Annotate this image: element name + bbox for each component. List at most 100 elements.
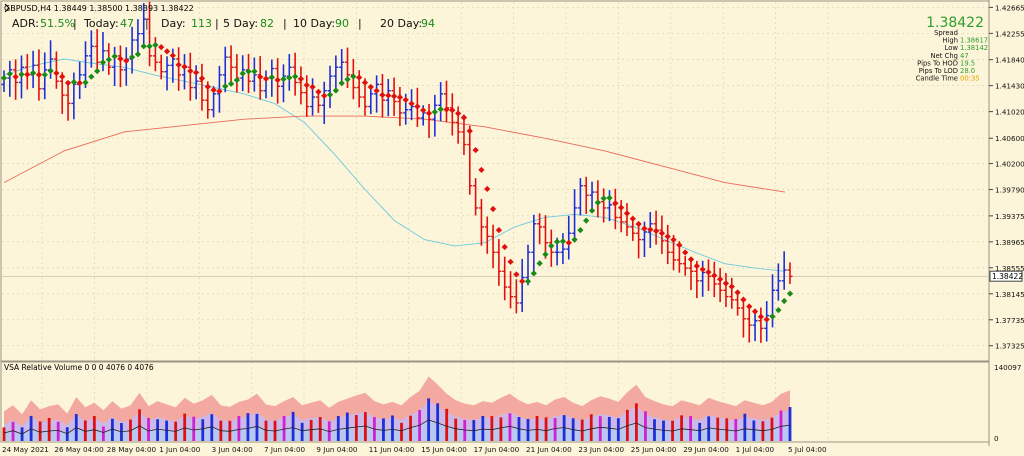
volume-bar <box>83 420 87 441</box>
price-bar <box>117 45 123 88</box>
volume-bar <box>382 418 385 441</box>
y-tick-label: 1.38965 <box>995 238 1024 247</box>
y-tick-label: 1.40200 <box>995 160 1024 169</box>
trend-dot-down <box>746 303 753 310</box>
trend-dot-down <box>763 316 770 323</box>
trend-dot-up <box>775 307 782 314</box>
trend-dot-up <box>140 43 147 50</box>
trend-dot-down <box>711 272 718 279</box>
trend-dot-up <box>559 238 567 245</box>
trend-dot-down <box>321 92 328 99</box>
info-value: 28.0 <box>960 67 975 75</box>
volume-bar <box>743 413 747 441</box>
price-bar <box>758 307 764 343</box>
price-bar <box>228 45 234 84</box>
trend-dot-up <box>781 297 788 305</box>
y-tick-label: 1.39375 <box>995 212 1024 221</box>
trend-dot-down <box>728 283 735 290</box>
trend-dot-down <box>163 48 171 55</box>
trend-dot-down <box>64 79 72 87</box>
volume-bar <box>156 419 159 441</box>
price-bar <box>740 299 746 338</box>
price-bar <box>577 178 583 216</box>
info-value: 47 <box>960 52 969 60</box>
trend-dot-down <box>635 220 642 228</box>
trend-dot-down <box>722 280 730 287</box>
trend-dot-up <box>536 260 543 267</box>
volume-bar <box>607 416 611 441</box>
trend-dot-down <box>385 92 392 99</box>
collapse-arrow-icon[interactable] <box>4 3 10 13</box>
trend-dot-up <box>344 76 351 83</box>
trend-dot-up <box>594 199 601 206</box>
volume-bar <box>535 416 539 441</box>
volume-bar <box>183 413 187 441</box>
volume-bar <box>345 412 349 441</box>
adr-indicator: ADR: 51.5% | Today: 47 | Day: 113 | 5 Da… <box>12 17 435 30</box>
x-tick-label: 1 Jun 04:00 <box>159 445 201 454</box>
price-bar <box>65 84 71 121</box>
price-bar <box>537 213 543 245</box>
volume-bar <box>680 415 683 441</box>
today-value: 47 <box>120 17 134 30</box>
volume-bar <box>707 416 711 441</box>
volume-bar <box>454 418 458 441</box>
volume-bar <box>526 418 530 441</box>
x-tick-label: 17 Jun 04:00 <box>474 445 520 454</box>
trend-dot-down <box>76 79 83 87</box>
volume-title: VSA Relative Volume 0 0 0 4076 0 4076 <box>4 363 154 372</box>
volume-bar <box>508 413 512 441</box>
volume-average-line <box>3 419 791 435</box>
volume-bar <box>635 403 638 441</box>
trend-dot-down <box>198 75 206 82</box>
time-axis: 24 May 2021 26 May 04:00 28 May 04:00 1 Jun… <box>2 445 827 454</box>
price-bar <box>7 60 13 97</box>
trend-dot-down <box>699 266 706 273</box>
price-axis: 1.42665 1.42255 1.41840 1.41430 1.41020 1.406… <box>989 3 1024 351</box>
info-label: Candle Time <box>916 75 958 83</box>
price-bar <box>187 52 193 101</box>
x-tick-label: 24 May 2021 <box>2 445 49 454</box>
trend-dot-down <box>740 296 747 303</box>
day-label: Day: <box>161 17 186 30</box>
price-bar <box>735 292 741 316</box>
price-bar <box>502 256 508 301</box>
x-tick-label: 5 Jul 04:00 <box>788 445 827 454</box>
trend-dot-down <box>181 63 188 70</box>
volume-bar <box>228 420 232 441</box>
volume-bar <box>463 419 467 441</box>
day-value: 113 <box>191 17 212 30</box>
price-bar <box>461 114 467 155</box>
adr-label: ADR: <box>12 17 39 30</box>
trend-dot-up <box>88 73 95 80</box>
price-bar <box>164 56 170 91</box>
ma-slow-line <box>3 115 786 193</box>
trend-dot-down <box>420 107 427 114</box>
volume-envelope-low <box>4 419 790 441</box>
volume-bar <box>56 421 60 441</box>
volume-bar <box>589 414 593 441</box>
volume-bar <box>111 418 114 441</box>
trend-dot-down <box>449 107 456 114</box>
volume-bar <box>101 426 105 441</box>
trend-dot-down <box>12 73 19 80</box>
price-bar <box>438 82 444 122</box>
price-bar <box>531 214 537 272</box>
ten-day-value: 90 <box>335 17 349 30</box>
vol-tick-label: 140097 <box>994 363 1021 372</box>
trend-dot-up <box>82 79 89 86</box>
trend-dot-up <box>18 71 25 78</box>
y-tick-label: 1.38555 <box>995 264 1024 273</box>
x-tick-label: 7 Jun 04:00 <box>264 445 306 454</box>
volume-bar <box>788 407 792 441</box>
trend-dot-up <box>134 51 142 58</box>
volume-bar <box>192 416 196 441</box>
trend-dot-down <box>390 93 398 100</box>
trend-dot-down <box>495 226 502 234</box>
price-bar <box>94 28 100 73</box>
trend-dot-down <box>396 94 404 101</box>
volume-bar <box>436 403 440 441</box>
main-grid <box>2 2 988 442</box>
